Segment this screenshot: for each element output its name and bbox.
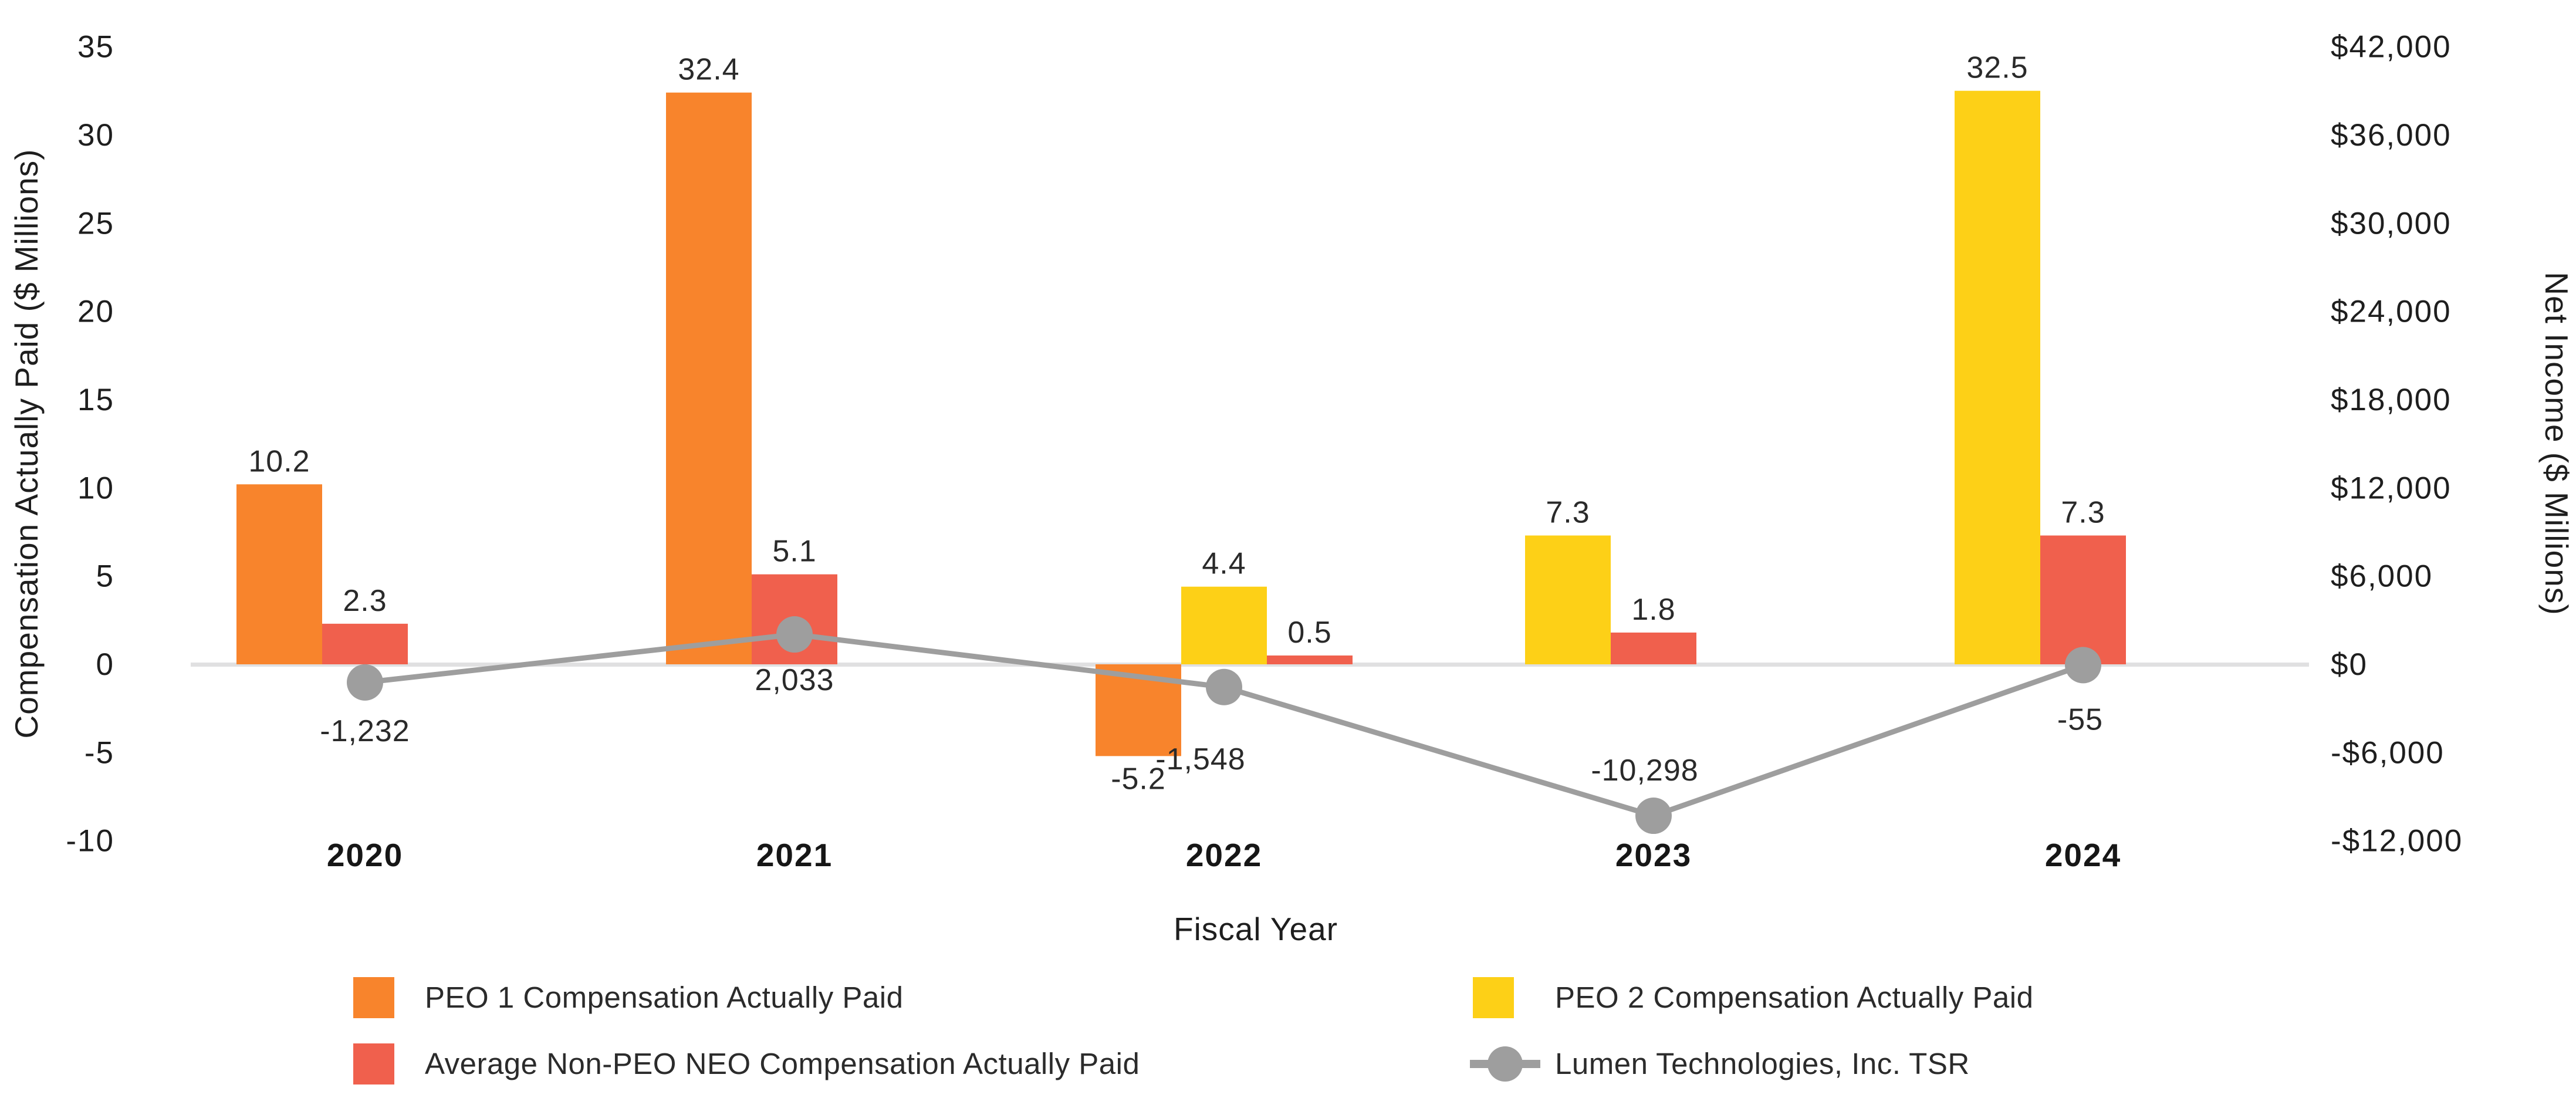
x-axis-year-label-2020: 2020 — [327, 837, 403, 873]
tsr-marker-2023 — [1635, 798, 1672, 835]
right-axis-tick-label: $6,000 — [2331, 559, 2433, 594]
bar-neo-2024 — [2040, 535, 2126, 664]
bar-neo-2020 — [322, 623, 408, 664]
left-axis-tick-label: 20 — [77, 295, 114, 329]
legend-item-label: PEO 1 Compensation Actually Paid — [425, 981, 903, 1014]
left-axis-tick-label: -5 — [84, 735, 114, 770]
value-labels-layer: 10.2 2.3 32.4 5.1 -5.2 4.4 0.5 7.3 1.8 32.5 7.3 -1,… — [248, 51, 2105, 796]
legend-item-label: Lumen Technologies, Inc. TSR — [1555, 1047, 1970, 1080]
tsr-marker-2022 — [1206, 668, 1242, 705]
legend: PEO 1 Compensation Actually Paid Average … — [353, 977, 2033, 1085]
right-axis-tick-label: -$12,000 — [2331, 824, 2463, 859]
bar-peo1-2021 — [666, 92, 752, 664]
right-axis-tick-label: $18,000 — [2331, 383, 2452, 417]
tsr-line-layer — [347, 616, 2101, 835]
tsr-point-label-2024: -55 — [2057, 702, 2103, 736]
x-axis-year-label-2021: 2021 — [756, 837, 833, 873]
legend-swatch-1 — [353, 977, 394, 1018]
right-axis-tick-labels: $42,000 $36,000 $30,000 $24,000 $18,000 $12,0… — [2331, 30, 2463, 859]
left-axis-tick-label: -10 — [66, 824, 114, 859]
right-axis-tick-label: -$6,000 — [2331, 735, 2445, 770]
x-axis-year-label-2024: 2024 — [2045, 837, 2121, 873]
tsr-marker-2020 — [347, 664, 383, 701]
bar-peo2-2023 — [1525, 535, 1611, 664]
bar-value-label-neo-2023: 1.8 — [1631, 593, 1675, 627]
bar-value-label-neo-2024: 7.3 — [2061, 495, 2105, 529]
bar-value-label-neo-2022: 0.5 — [1287, 616, 1331, 650]
bar-peo1-2020 — [236, 484, 322, 664]
bar-value-label-neo-2021: 5.1 — [772, 535, 816, 569]
bar-value-label-peo1-2022: -5.2 — [1111, 762, 1166, 796]
left-axis-title: Compensation Actually Paid ($ Millions) — [8, 149, 45, 739]
bar-value-label-neo-2020: 2.3 — [343, 584, 387, 618]
bar-neo-2022 — [1267, 655, 1353, 664]
right-axis-tick-label: $0 — [2331, 647, 2368, 682]
bar-value-label-peo2-2024: 32.5 — [1966, 51, 2028, 85]
bar-value-label-peo1-2020: 10.2 — [248, 444, 310, 478]
left-axis-tick-label: 25 — [77, 206, 114, 241]
tsr-point-label-2021: 2,033 — [755, 663, 834, 697]
x-axis-category-labels: 2020 2021 2022 2023 2024 — [327, 837, 2121, 873]
bar-neo-2023 — [1611, 632, 1696, 664]
right-axis-title: Net Income ($ Millions) — [2538, 272, 2575, 615]
legend-swatch-3 — [1473, 977, 1514, 1018]
x-axis-year-label-2023: 2023 — [1615, 837, 1692, 873]
left-axis-tick-label: 30 — [77, 118, 114, 153]
zero-baseline-layer — [191, 663, 2309, 667]
tsr-point-label-2020: -1,232 — [320, 714, 410, 748]
bar-peo2-2024 — [1955, 90, 2040, 665]
left-axis-tick-label: 35 — [77, 30, 114, 65]
legend-item-label: Average Non-PEO NEO Compensation Actuall… — [425, 1047, 1140, 1080]
right-axis-tick-label: $24,000 — [2331, 295, 2452, 329]
tsr-point-label-2023: -10,298 — [1591, 754, 1698, 788]
tsr-point-label-2022: -1,548 — [1155, 742, 1245, 776]
bar-value-label-peo2-2022: 4.4 — [1202, 547, 1246, 581]
right-axis-tick-label: $12,000 — [2331, 471, 2452, 505]
left-axis-tick-label: 5 — [96, 559, 114, 594]
x-axis-title: Fiscal Year — [1174, 911, 1338, 947]
bar-value-label-peo1-2021: 32.4 — [678, 53, 739, 87]
tsr-marker-2024 — [2065, 647, 2101, 684]
legend-line-marker-icon — [1488, 1046, 1523, 1082]
legend-item-label: PEO 2 Compensation Actually Paid — [1555, 981, 2033, 1014]
left-axis-tick-labels: 35 30 25 20 15 10 5 0 -5 -10 — [66, 30, 114, 859]
left-axis-tick-label: 0 — [96, 647, 114, 682]
zero-baseline — [191, 663, 2309, 667]
right-axis-tick-label: $30,000 — [2331, 206, 2452, 241]
legend-swatch-2 — [353, 1043, 394, 1085]
x-axis-year-label-2022: 2022 — [1186, 837, 1262, 873]
left-axis-tick-label: 15 — [77, 383, 114, 417]
tsr-marker-2021 — [776, 616, 813, 653]
left-axis-tick-label: 10 — [77, 471, 114, 505]
bar-value-label-peo2-2023: 7.3 — [1546, 495, 1590, 529]
bar-peo2-2022 — [1181, 586, 1267, 664]
bars-layer — [236, 90, 2126, 756]
right-axis-tick-label: $42,000 — [2331, 30, 2452, 65]
right-axis-tick-label: $36,000 — [2331, 118, 2452, 153]
